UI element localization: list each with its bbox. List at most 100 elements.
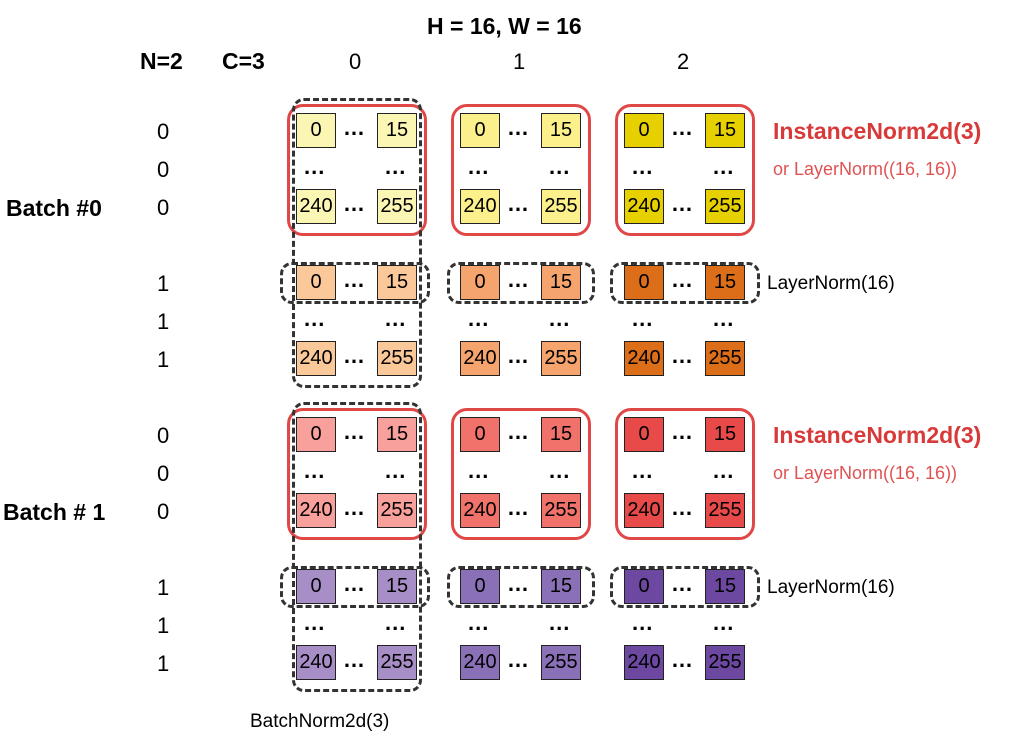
layer-norm-label: LayerNorm(16) [767, 273, 895, 294]
layer-norm-label: LayerNorm(16) [767, 577, 895, 598]
cell-last: 255 [541, 645, 581, 680]
ellipsis-v: ... [304, 610, 326, 635]
cell-first: 240 [460, 645, 500, 680]
ellipsis-v: ... [549, 610, 571, 635]
channel-1-label: 1 [513, 49, 526, 74]
instance-norm-box [451, 104, 591, 236]
ellipsis-h: … [671, 191, 694, 216]
row-index: 1 [157, 271, 170, 296]
channel-2-label: 2 [677, 49, 690, 74]
ellipsis-h: … [507, 495, 530, 520]
ellipsis-v: ... [304, 154, 326, 179]
cell-last: 15 [705, 265, 745, 300]
instance-norm-box [287, 408, 427, 540]
ellipsis-h: … [507, 191, 530, 216]
instance-norm-box [287, 104, 427, 236]
cell-last: 15 [705, 417, 745, 452]
batch-1-label: Batch # 1 [3, 499, 106, 525]
instance-norm-alt-label: or LayerNorm((16, 16)) [773, 159, 958, 179]
cell-last: 255 [541, 493, 581, 528]
ellipsis-h: … [507, 343, 530, 368]
instance-norm-alt-label: or LayerNorm((16, 16)) [773, 463, 958, 483]
row-index: 1 [157, 309, 170, 334]
batch-0-label: Batch #0 [6, 195, 102, 221]
cell-last: 15 [705, 113, 745, 148]
cell-first: 240 [296, 645, 336, 680]
cell-last: 15 [541, 417, 581, 452]
ellipsis-h: … [343, 191, 366, 216]
ellipsis-v: ... [632, 458, 654, 483]
ellipsis-v: ... [385, 154, 407, 179]
cell-first: 0 [460, 265, 500, 300]
ellipsis-h: … [343, 419, 366, 444]
ellipsis-v: ... [713, 458, 735, 483]
cell-last: 15 [541, 569, 581, 604]
cell-first: 0 [296, 265, 336, 300]
layer-norm-box [610, 566, 760, 608]
cell-last: 15 [377, 113, 417, 148]
row-index: 0 [157, 195, 170, 220]
layer-norm-box [610, 262, 760, 304]
ellipsis-h: … [507, 419, 530, 444]
cell-last: 15 [705, 569, 745, 604]
ellipsis-h: … [507, 267, 530, 292]
ellipsis-v: ... [468, 306, 490, 331]
ellipsis-v: ... [385, 610, 407, 635]
cell-first: 0 [624, 417, 664, 452]
cell-last: 15 [541, 265, 581, 300]
ellipsis-h: … [507, 115, 530, 140]
ellipsis-h: … [343, 647, 366, 672]
ellipsis-v: ... [549, 154, 571, 179]
row-index: 0 [157, 119, 170, 144]
batch-norm-label: BatchNorm2d(3) [250, 711, 390, 732]
row-index: 0 [157, 423, 170, 448]
cell-first: 240 [296, 189, 336, 224]
cell-first: 240 [296, 341, 336, 376]
cell-first: 240 [460, 189, 500, 224]
batch-norm-box [292, 98, 422, 388]
n-header: N=2 [140, 48, 183, 74]
cell-last: 255 [705, 341, 745, 376]
ellipsis-h: … [343, 115, 366, 140]
cell-first: 240 [460, 493, 500, 528]
row-index: 1 [157, 347, 170, 372]
instance-norm-box [451, 408, 591, 540]
ellipsis-v: ... [713, 610, 735, 635]
cell-last: 255 [705, 493, 745, 528]
ellipsis-v: ... [549, 306, 571, 331]
cell-first: 240 [624, 645, 664, 680]
instance-norm-box [615, 104, 755, 236]
instance-norm-label: InstanceNorm2d(3) [773, 422, 982, 448]
ellipsis-v: ... [468, 610, 490, 635]
ellipsis-v: ... [385, 306, 407, 331]
ellipsis-v: ... [304, 306, 326, 331]
ellipsis-v: ... [304, 458, 326, 483]
instance-norm-label: InstanceNorm2d(3) [773, 118, 982, 144]
cell-first: 0 [624, 265, 664, 300]
layer-norm-box [280, 566, 430, 608]
ellipsis-v: ... [468, 458, 490, 483]
ellipsis-h: … [671, 419, 694, 444]
cell-last: 255 [377, 189, 417, 224]
row-index: 0 [157, 157, 170, 182]
ellipsis-h: … [343, 343, 366, 368]
cell-first: 240 [624, 189, 664, 224]
row-index: 1 [157, 651, 170, 676]
cell-last: 15 [377, 569, 417, 604]
ellipsis-v: ... [713, 306, 735, 331]
ellipsis-v: ... [385, 458, 407, 483]
cell-last: 255 [377, 645, 417, 680]
ellipsis-h: … [671, 267, 694, 292]
ellipsis-h: … [343, 571, 366, 596]
cell-last: 15 [541, 113, 581, 148]
cell-last: 255 [377, 493, 417, 528]
ellipsis-v: ... [632, 306, 654, 331]
layer-norm-box [447, 262, 595, 304]
ellipsis-v: ... [632, 154, 654, 179]
row-index: 1 [157, 575, 170, 600]
cell-first: 0 [624, 569, 664, 604]
row-index: 0 [157, 499, 170, 524]
ellipsis-h: … [343, 267, 366, 292]
ellipsis-h: … [671, 343, 694, 368]
cell-last: 15 [377, 417, 417, 452]
